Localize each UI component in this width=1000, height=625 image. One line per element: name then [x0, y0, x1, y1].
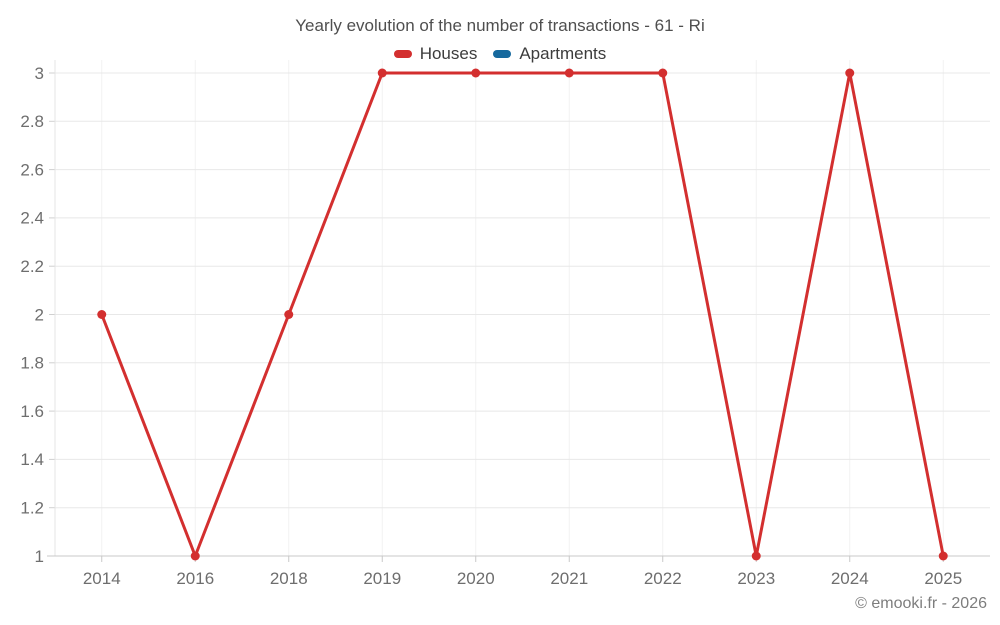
x-axis-label: 2016	[176, 569, 214, 588]
legend: Houses Apartments	[0, 44, 1000, 64]
y-axis-label: 1.4	[20, 450, 44, 469]
y-axis-label: 2.4	[20, 209, 44, 228]
houses-data-point[interactable]	[751, 551, 761, 561]
x-axis-label: 2020	[457, 569, 495, 588]
houses-data-point[interactable]	[471, 68, 481, 78]
y-axis-label: 2.8	[20, 112, 44, 131]
y-axis-label: 1.6	[20, 402, 44, 421]
legend-label: Apartments	[519, 44, 607, 63]
houses-data-point[interactable]	[658, 68, 668, 78]
y-axis-label: 2.6	[20, 160, 44, 179]
x-axis-label: 2014	[83, 569, 121, 588]
x-axis-label: 2022	[644, 569, 682, 588]
y-axis-label: 3	[35, 64, 44, 83]
houses-data-point[interactable]	[190, 551, 200, 561]
y-axis-label: 1.2	[20, 498, 44, 517]
x-axis-label: 2024	[831, 569, 869, 588]
houses-data-point[interactable]	[845, 68, 855, 78]
x-axis-label: 2023	[737, 569, 775, 588]
legend-label: Houses	[419, 44, 478, 63]
houses-data-point[interactable]	[377, 68, 387, 78]
houses-line	[100, 71, 945, 558]
y-axis-label: 1	[35, 547, 44, 566]
y-axis-label: 2.2	[20, 257, 44, 276]
x-axis-label: 2025	[924, 569, 962, 588]
watermark: © emooki.fr - 2026	[855, 595, 987, 612]
legend-item-apartments[interactable]: Apartments	[493, 44, 606, 64]
x-axis-label: 2021	[550, 569, 588, 588]
legend-item-houses[interactable]: Houses	[393, 44, 478, 64]
y-axis-label: 2	[35, 305, 44, 324]
houses-data-point[interactable]	[938, 551, 948, 561]
legend-swatch-apartments	[493, 50, 512, 58]
x-axis-label: 2018	[270, 569, 308, 588]
houses-data-point[interactable]	[284, 310, 294, 319]
legend-swatch-houses	[393, 50, 412, 58]
chart-title: Yearly evolution of the number of transa…	[295, 16, 705, 35]
x-axis-label: 2019	[363, 569, 401, 588]
houses-data-point[interactable]	[564, 68, 574, 78]
houses-data-point[interactable]	[97, 310, 107, 319]
y-axis-label: 1.8	[20, 354, 44, 373]
